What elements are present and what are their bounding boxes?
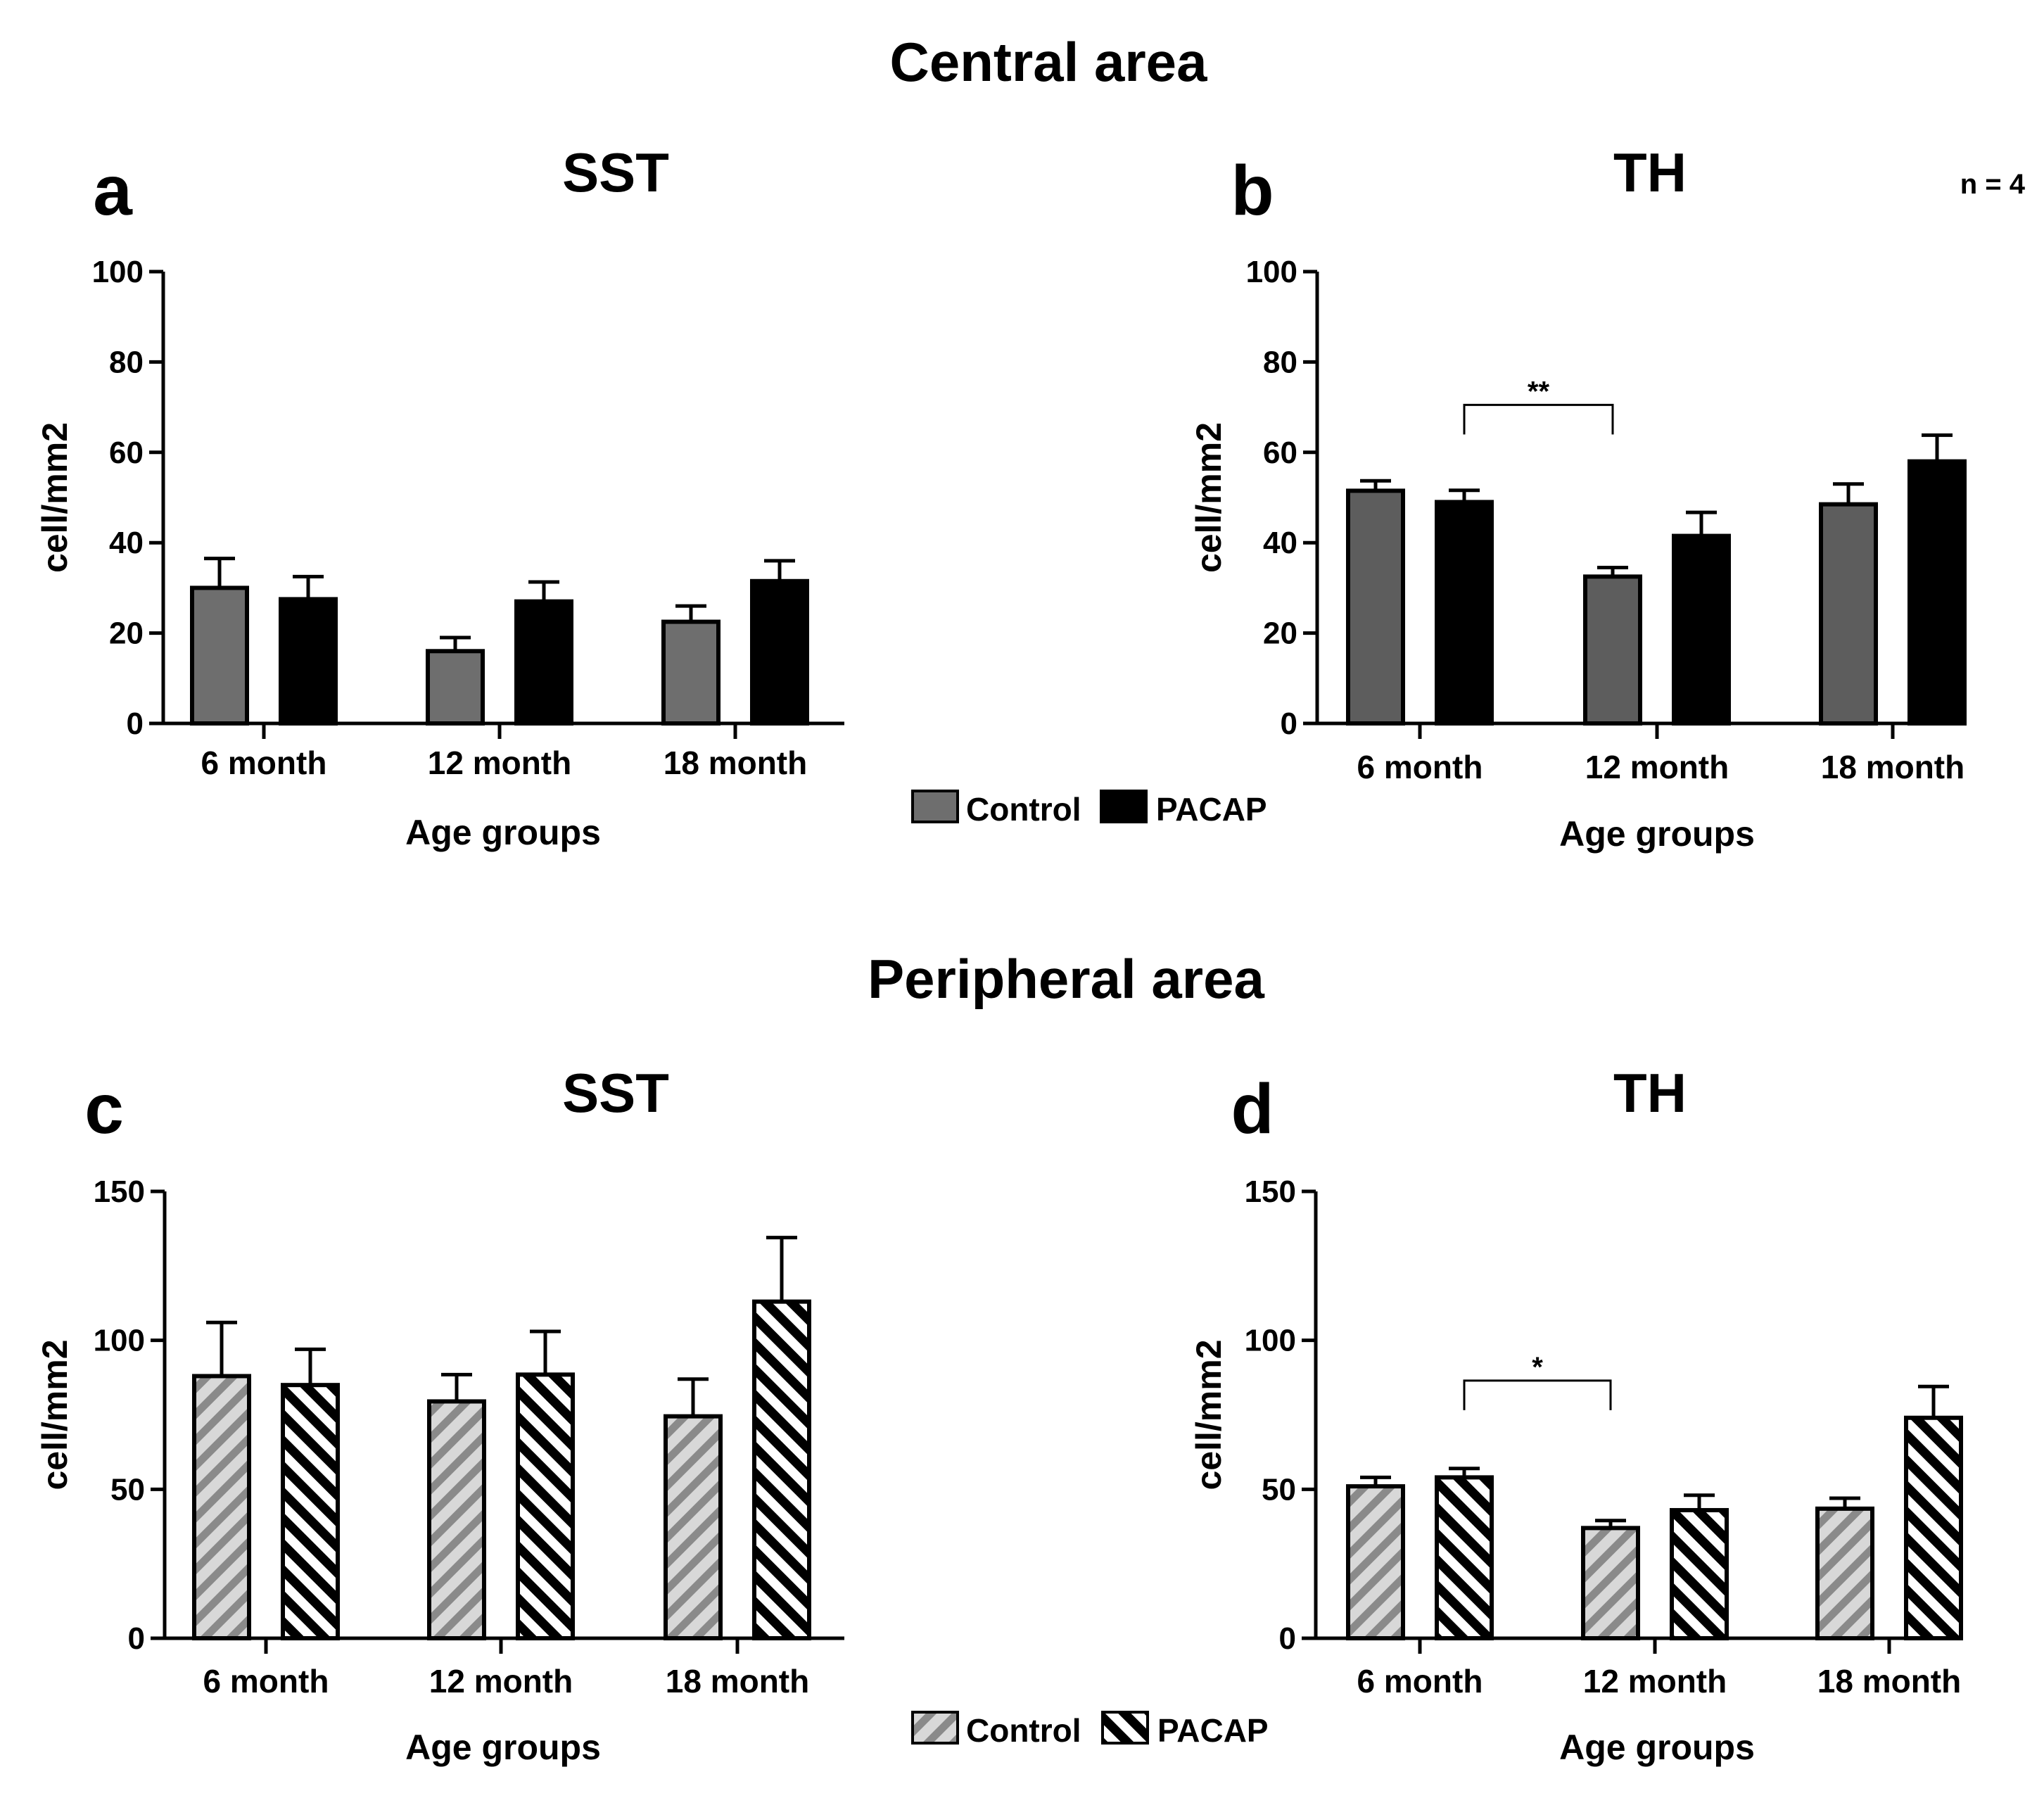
bar-pacap-6-month — [1435, 1475, 1494, 1640]
y-tick-label: 0 — [128, 1621, 145, 1656]
legend-label-pacap: PACAP — [1156, 791, 1267, 828]
panel-a-chart: a SST 0 20 40 60 80 100 cell/mm2 Age groups 6 mont… — [35, 141, 844, 852]
bar-control-18-month — [1815, 1506, 1874, 1641]
panel-title: SST — [562, 1062, 669, 1124]
panel-c-chart: c SST 0 50 100 150 cell/mm2 Age groups 6 month 12… — [35, 1062, 844, 1767]
y-axis-label: cell/mm2 — [1189, 422, 1229, 573]
bar-pacap-12-month — [516, 1372, 575, 1640]
bar-control-12-month — [426, 649, 485, 726]
legend-swatch-pacap-hatched — [1101, 1711, 1149, 1745]
bar-pacap-18-month — [1907, 459, 1967, 726]
y-tick-label: 20 — [109, 616, 144, 651]
y-tick-label: 20 — [1263, 616, 1297, 651]
y-tick-label: 100 — [92, 255, 144, 289]
x-tick-label: 18 month — [1821, 749, 1964, 785]
bar-control-12-month — [427, 1399, 486, 1640]
panel-letter-a: a — [93, 151, 133, 230]
x-tick-label: 6 month — [203, 1663, 329, 1699]
bar-control-18-month — [661, 619, 721, 726]
y-tick-label: 150 — [1245, 1175, 1296, 1209]
x-tick-label: 18 month — [664, 745, 807, 781]
panel-b-chart: b TH 0 20 40 60 80 100 cell/mm2 Age groups 6 month… — [1189, 141, 1967, 854]
significance-bracket — [1463, 403, 1614, 435]
y-tick-label: 100 — [94, 1324, 145, 1358]
legend-label-pacap: PACAP — [1157, 1712, 1269, 1749]
y-tick-label: 100 — [1245, 1324, 1296, 1358]
bar-control-6-month — [192, 1374, 251, 1640]
legend-swatch-control-solid — [911, 790, 959, 823]
sample-size-note: n = 4 — [1960, 169, 2026, 200]
x-axis-label: Age groups — [405, 1728, 601, 1767]
y-tick-label: 0 — [1281, 707, 1297, 741]
section-title-peripheral: Peripheral area — [868, 948, 1264, 1010]
y-tick-label: 40 — [109, 526, 144, 560]
x-tick-label: 6 month — [1357, 749, 1483, 785]
panel-letter-c: c — [84, 1070, 124, 1148]
legend-label-control: Control — [966, 791, 1081, 828]
x-axis-label: Age groups — [1559, 1728, 1755, 1767]
bar-pacap-6-month — [1435, 500, 1494, 726]
y-tick-label: 60 — [109, 436, 144, 470]
y-tick-label: 80 — [109, 345, 144, 379]
x-tick-label: 6 month — [201, 745, 327, 781]
y-tick-label: 100 — [1246, 255, 1297, 289]
y-tick-label: 50 — [110, 1472, 145, 1507]
x-tick-label: 18 month — [666, 1663, 809, 1699]
panel-title: TH — [1613, 1062, 1687, 1124]
bar-pacap-6-month — [281, 1383, 340, 1640]
legend-central: Control PACAP — [911, 790, 1267, 828]
bar-control-12-month — [1583, 574, 1642, 726]
y-tick-label: 0 — [1279, 1621, 1296, 1656]
significance-bracket — [1463, 1379, 1612, 1410]
legend-label-control: Control — [966, 1712, 1081, 1749]
y-tick-label: 150 — [94, 1175, 145, 1209]
y-tick-label: 60 — [1263, 436, 1297, 470]
bar-pacap-18-month — [752, 1299, 811, 1640]
x-axis-label: Age groups — [1559, 814, 1755, 854]
panel-letter-d: d — [1231, 1070, 1274, 1148]
panel-letter-b: b — [1231, 151, 1274, 230]
bar-control-18-month — [664, 1414, 723, 1641]
bar-pacap-12-month — [514, 599, 573, 726]
bar-pacap-12-month — [1672, 533, 1731, 726]
x-tick-label: 12 month — [1585, 749, 1729, 785]
y-axis-label: cell/mm2 — [35, 422, 75, 573]
bar-control-6-month — [1346, 1484, 1405, 1641]
legend-swatch-control-hatched — [911, 1711, 959, 1745]
bar-pacap-6-month — [279, 597, 338, 726]
legend-swatch-pacap-solid — [1100, 790, 1148, 823]
bar-control-12-month — [1581, 1526, 1640, 1641]
significance-label: * — [1532, 1352, 1543, 1383]
x-tick-label: 12 month — [428, 745, 571, 781]
y-tick-label: 50 — [1262, 1472, 1296, 1507]
legend-peripheral: Control PACAP — [911, 1711, 1269, 1749]
y-tick-label: 0 — [127, 707, 144, 741]
bar-control-6-month — [190, 585, 249, 726]
y-tick-label: 80 — [1263, 345, 1297, 379]
x-tick-label: 12 month — [1583, 1663, 1727, 1699]
y-axis-label: cell/mm2 — [1189, 1339, 1229, 1490]
bar-control-6-month — [1346, 488, 1405, 726]
x-tick-label: 18 month — [1817, 1663, 1961, 1699]
panel-title: SST — [562, 141, 669, 203]
y-tick-label: 40 — [1263, 526, 1297, 560]
bar-pacap-18-month — [1904, 1415, 1963, 1640]
y-axis-label: cell/mm2 — [35, 1339, 75, 1490]
bar-pacap-12-month — [1670, 1507, 1729, 1640]
bar-control-18-month — [1819, 502, 1878, 726]
x-axis-label: Age groups — [405, 813, 601, 852]
x-tick-label: 12 month — [429, 1663, 573, 1699]
bar-pacap-18-month — [750, 578, 809, 726]
panel-title: TH — [1613, 141, 1687, 203]
x-tick-label: 6 month — [1357, 1663, 1483, 1699]
significance-label: ** — [1528, 376, 1550, 407]
section-title-central: Central area — [890, 31, 1208, 93]
panel-d-chart: d TH 0 50 100 150 cell/mm2 Age groups 6 month 12 … — [1189, 1062, 1963, 1767]
